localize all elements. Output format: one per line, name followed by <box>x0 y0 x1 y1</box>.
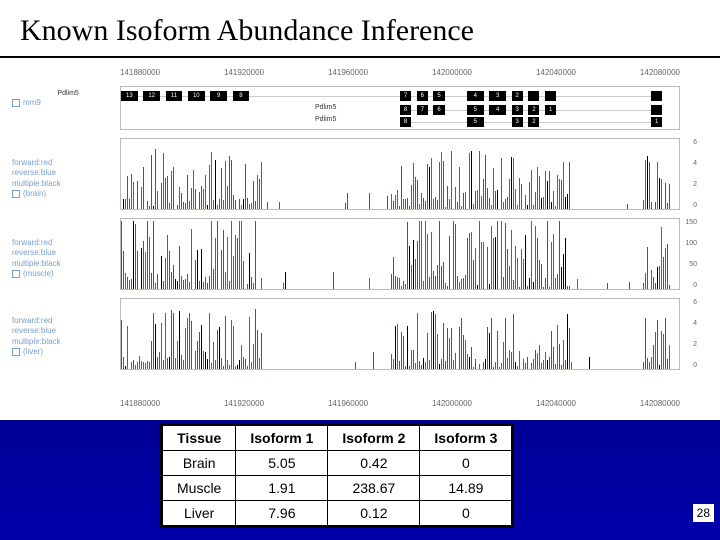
x-tick: 141920000 <box>224 399 264 408</box>
exon: 4 <box>489 105 506 115</box>
x-tick: 141880000 <box>120 399 160 408</box>
exon: 3 <box>512 105 523 115</box>
coverage-liver: 6420 <box>120 298 680 370</box>
table-row: Muscle1.91238.6714.89 <box>163 476 512 501</box>
y-tick: 6 <box>693 139 697 146</box>
exon: 5 <box>467 117 484 127</box>
exon: 8 <box>233 91 250 101</box>
exon: 12 <box>143 91 160 101</box>
exon: 10 <box>188 91 205 101</box>
x-tick: 142080000 <box>640 399 680 408</box>
coverage-legend: forward:redreverse:bluemultiple:black(br… <box>12 158 112 200</box>
y-tick: 50 <box>685 261 697 268</box>
y-tick: 4 <box>693 320 697 327</box>
page-number: 28 <box>693 504 714 522</box>
exon: 2 <box>528 117 539 127</box>
page-title: Known Isoform Abundance Inference <box>0 0 720 58</box>
table-cell: 0.12 <box>328 501 420 526</box>
exon: 1 <box>545 105 556 115</box>
table-cell: 7.96 <box>236 501 328 526</box>
exon: 2 <box>528 105 539 115</box>
table-cell: 238.67 <box>328 476 420 501</box>
table-cell: 1.91 <box>236 476 328 501</box>
abundance-table: TissueIsoform 1Isoform 2Isoform 3Brain5.… <box>160 423 514 528</box>
x-tick: 142000000 <box>432 399 472 408</box>
x-tick: 142040000 <box>536 399 576 408</box>
y-tick: 2 <box>693 341 697 348</box>
exon <box>528 91 539 101</box>
coverage-legend: forward:redreverse:bluemultiple:black(li… <box>12 316 112 358</box>
exon: 5 <box>433 91 444 101</box>
table-header: Isoform 1 <box>236 426 328 451</box>
exon: 7 <box>417 105 428 115</box>
exon <box>651 105 662 115</box>
table-row: Brain5.050.420 <box>163 451 512 476</box>
y-tick: 0 <box>685 282 697 289</box>
exon: 6 <box>417 91 428 101</box>
gene-label: Pdlim5 <box>57 90 78 97</box>
x-tick: 141960000 <box>328 399 368 408</box>
coverage-brain: 6420 <box>120 138 680 210</box>
exon: 4 <box>467 91 484 101</box>
table-cell: 5.05 <box>236 451 328 476</box>
exon-track: Pdlim51312111098765432Pdlim587654321Pdli… <box>120 86 680 130</box>
y-tick: 6 <box>693 299 697 306</box>
exon: 3 <box>512 117 523 127</box>
table-header: Isoform 3 <box>420 426 512 451</box>
y-tick: 150 <box>685 219 697 226</box>
x-tick: 142040000 <box>536 68 576 77</box>
table-cell: 14.89 <box>420 476 512 501</box>
genome-legend: mm9 <box>12 98 112 108</box>
x-tick: 141920000 <box>224 68 264 77</box>
gene-label: Pdlim5 <box>315 104 336 111</box>
exon <box>545 91 556 101</box>
y-tick: 100 <box>685 240 697 247</box>
exon: 1 <box>651 117 662 127</box>
x-tick: 141960000 <box>328 68 368 77</box>
coverage-legend: forward:redreverse:bluemultiple:black(mu… <box>12 238 112 280</box>
table-cell: 0 <box>420 501 512 526</box>
exon: 13 <box>121 91 138 101</box>
y-tick: 0 <box>693 202 697 209</box>
exon: 8 <box>400 105 411 115</box>
exon: 8 <box>400 117 411 127</box>
table-header: Tissue <box>163 426 236 451</box>
genome-chart: mm9 forward:redreverse:bluemultiple:blac… <box>0 58 720 420</box>
exon: 9 <box>210 91 227 101</box>
x-axis-top: 141880000 141920000 141960000 142000000 1420… <box>120 68 680 77</box>
genome-label: mm9 <box>23 98 41 107</box>
table-cell: Brain <box>163 451 236 476</box>
table-cell: 0.42 <box>328 451 420 476</box>
table-cell: Muscle <box>163 476 236 501</box>
exon: 7 <box>400 91 411 101</box>
exon: 2 <box>512 91 523 101</box>
table-cell: 0 <box>420 451 512 476</box>
chart-inner: 141880000 141920000 141960000 142000000 1420… <box>120 68 680 408</box>
x-tick: 142000000 <box>432 68 472 77</box>
exon: 3 <box>489 91 506 101</box>
table-row: Liver7.960.120 <box>163 501 512 526</box>
gene-label: Pdlim5 <box>315 116 336 123</box>
y-tick: 2 <box>693 181 697 188</box>
table-cell: Liver <box>163 501 236 526</box>
exon: 5 <box>467 105 484 115</box>
x-tick: 141880000 <box>120 68 160 77</box>
exon <box>651 91 662 101</box>
exon: 11 <box>166 91 183 101</box>
exon: 6 <box>433 105 444 115</box>
x-tick: 142080000 <box>640 68 680 77</box>
y-tick: 0 <box>693 362 697 369</box>
x-axis-bottom: 141880000 141920000 141960000 142000000 1420… <box>120 399 680 408</box>
y-tick: 4 <box>693 160 697 167</box>
coverage-muscle: 150100500 <box>120 218 680 290</box>
table-header: Isoform 2 <box>328 426 420 451</box>
